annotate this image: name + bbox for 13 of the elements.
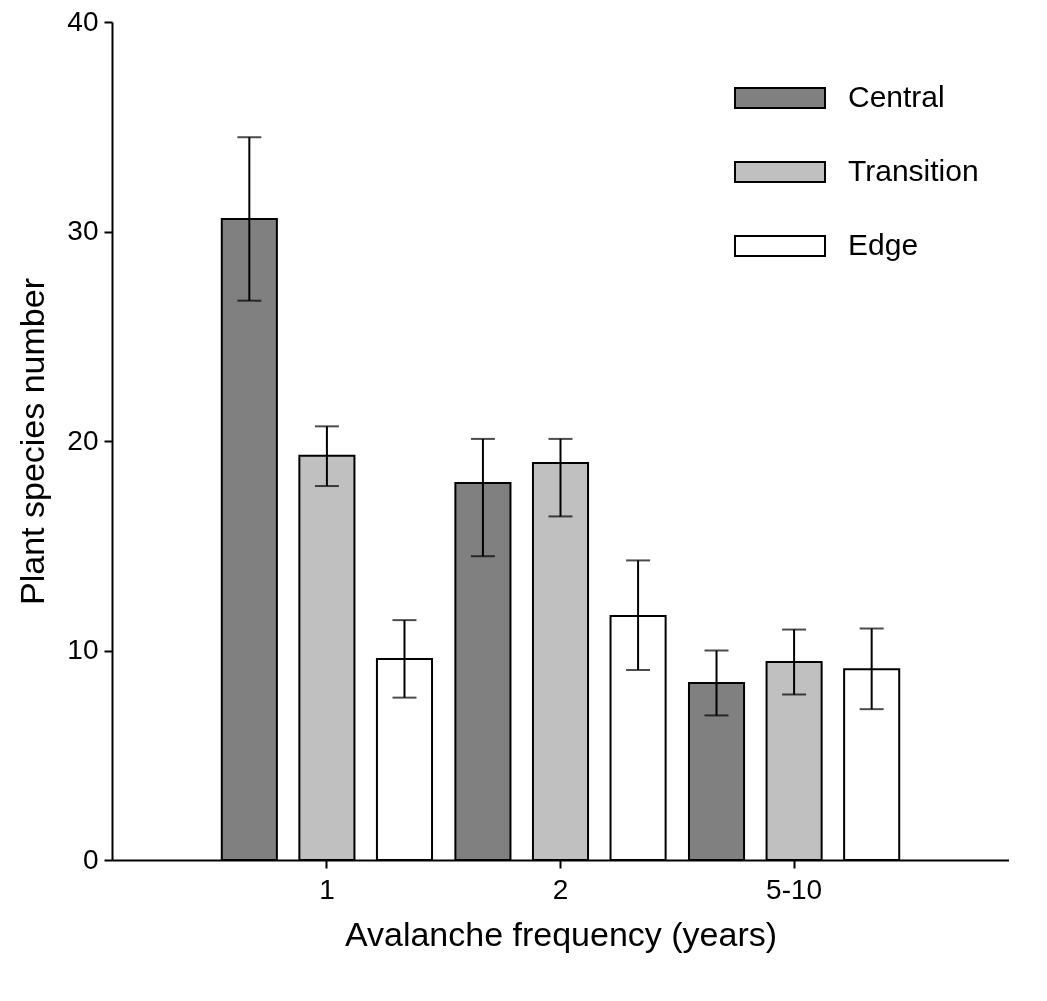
y-axis-title: Plant species number — [13, 278, 52, 605]
y-tick-label: 0 — [82, 843, 99, 875]
y-tick-label: 20 — [67, 424, 99, 456]
x-tick-label: 2 — [552, 873, 569, 905]
x-tick-label: 5-10 — [766, 873, 823, 905]
y-tick-label: 30 — [67, 215, 99, 246]
legend-label: Edge — [848, 228, 919, 261]
legend-label: Central — [848, 80, 945, 113]
y-tick-label: 40 — [67, 5, 99, 37]
y-tick-label: 10 — [67, 634, 99, 665]
x-axis-title: Avalanche frequency (years) — [344, 914, 778, 953]
x-tick-label: 1 — [319, 873, 335, 905]
legend-label: Transition — [848, 154, 979, 187]
